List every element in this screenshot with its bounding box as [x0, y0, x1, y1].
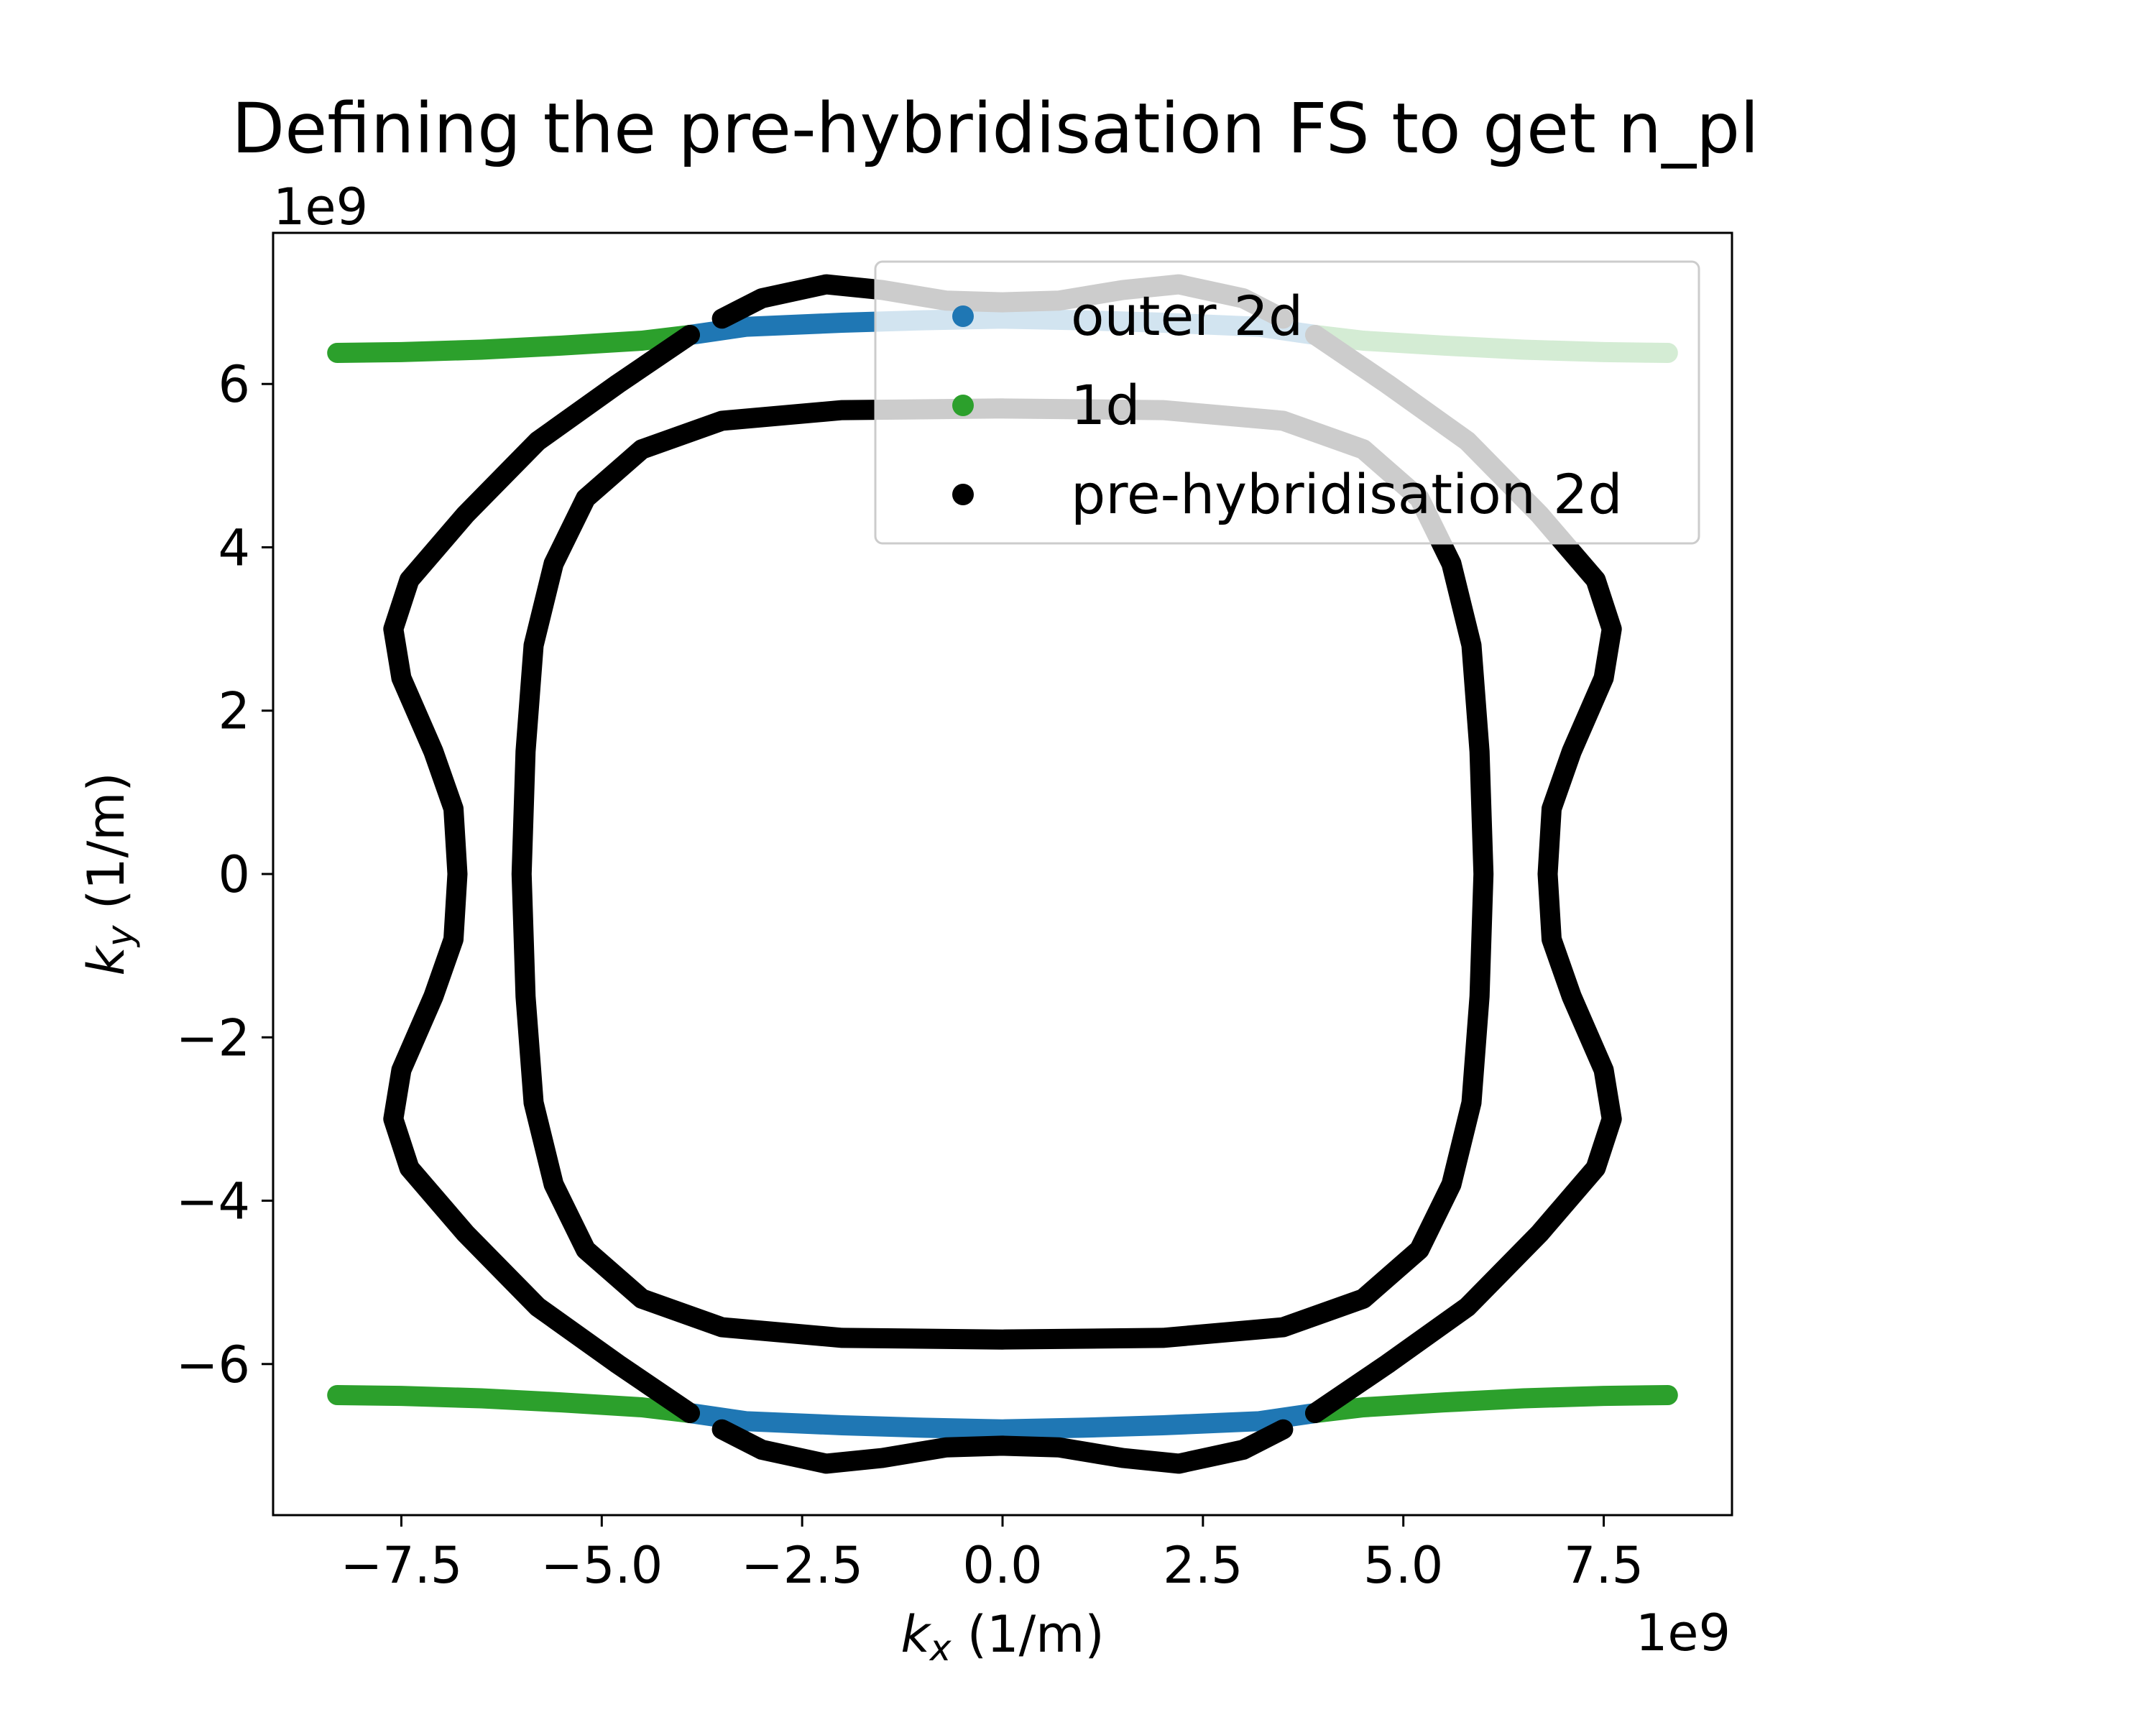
x-tick-label: 2.5 — [1163, 1536, 1243, 1595]
legend-label-1d: 1d — [1071, 373, 1141, 437]
legend: outer 2d 1d pre-hybridisation 2d — [874, 260, 1700, 545]
x-offset-text: 1e9 — [1636, 1604, 1731, 1662]
x-tick-label: 0.0 — [962, 1536, 1042, 1595]
x-tick-label: 5.0 — [1363, 1536, 1443, 1595]
legend-label-pre-hybridisation-2d: pre-hybridisation 2d — [1071, 462, 1623, 526]
y-tick-label: 0 — [218, 845, 250, 904]
series-1d-segment-2 — [327, 1385, 700, 1423]
legend-marker-1d — [952, 395, 974, 416]
y-offset-text: 1e9 — [273, 178, 368, 236]
series-1d-segment-0 — [327, 325, 700, 363]
y-tick-label: −2 — [176, 1008, 250, 1067]
x-axis-label: kx (1/m) — [900, 1605, 1104, 1669]
series-pre-hybridisation-2d-segment-1 — [711, 1419, 1294, 1474]
series-outer-2d-segment-1 — [680, 1403, 1325, 1440]
series-pre-hybridisation-2d-segment-4 — [511, 398, 1494, 1350]
series-layer — [327, 274, 1678, 1474]
legend-marker-outer-2d — [952, 305, 974, 327]
legend-marker-pre-hybridisation-2d — [952, 484, 974, 505]
y-tick-label: −4 — [176, 1172, 250, 1231]
x-tick-label: −2.5 — [741, 1536, 863, 1595]
x-tick-label: −7.5 — [340, 1536, 462, 1595]
y-tick-label: −6 — [176, 1335, 250, 1394]
legend-label-outer-2d: outer 2d — [1071, 284, 1303, 348]
x-tick-label: 7.5 — [1564, 1536, 1644, 1595]
x-tick-label: −5.0 — [540, 1536, 663, 1595]
y-tick-label: 6 — [218, 355, 250, 414]
chart-title: Defining the pre-hybridisation FS to get… — [231, 88, 1759, 169]
y-axis-label: ky (1/m) — [77, 772, 141, 975]
legend-box — [874, 260, 1700, 545]
y-tick-label: 2 — [218, 682, 250, 741]
y-tick-label: 4 — [218, 518, 250, 577]
series-1d-segment-3 — [1305, 1385, 1678, 1423]
y-axis-ticks: −6 −4 −2 0 2 4 6 — [176, 355, 273, 1394]
series-pre-hybridisation-2d-segment-2 — [383, 325, 700, 1423]
x-axis-ticks: −7.5 −5.0 −2.5 0.0 2.5 5.0 7.5 — [340, 1515, 1644, 1595]
